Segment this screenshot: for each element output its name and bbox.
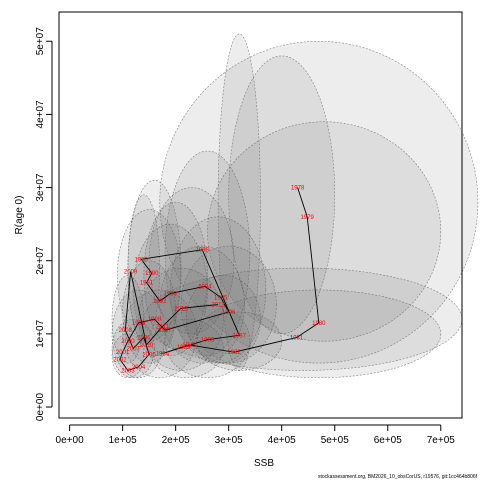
y-axis-title: R(age 0) <box>14 196 25 235</box>
x-tick-label: 2e+05 <box>162 435 191 446</box>
confidence-ellipse <box>180 245 277 364</box>
year-label: 2002 <box>113 357 127 363</box>
x-tick-label: 1e+05 <box>109 435 138 446</box>
confidence-ellipse <box>111 333 145 379</box>
y-tick-label: 1e+07 <box>35 319 46 348</box>
year-label: 2004 <box>132 365 146 371</box>
y-tick-label: 3e+07 <box>35 173 46 202</box>
trajectory <box>119 187 320 372</box>
year-label: 1979 <box>300 215 314 221</box>
year-label: 1998 <box>148 317 162 323</box>
confidence-ellipse <box>196 289 442 379</box>
year-label: 2000 <box>121 339 135 345</box>
y-tick-label: 4e+07 <box>35 100 46 129</box>
year-label: 1993 <box>164 292 178 298</box>
y-tick-label: 0e+00 <box>35 393 46 422</box>
confidence-ellipse <box>127 179 182 357</box>
x-tick-label: 3e+05 <box>215 435 244 446</box>
year-label: 2006 <box>137 336 151 342</box>
year-label: 1995 <box>214 295 228 301</box>
x-tick-label: 0e+00 <box>56 435 85 446</box>
confidence-ellipse <box>159 40 479 364</box>
year-label: 1992 <box>153 299 167 305</box>
year-label: 2009 <box>124 270 138 276</box>
y-tick-label: 5e+07 <box>35 27 46 56</box>
year-label: 2013 <box>211 303 225 309</box>
year-label: 1989 <box>135 257 149 263</box>
year-label: 2003 <box>121 368 135 374</box>
year-label: 1997 <box>158 328 172 334</box>
y-axis: 0e+00 1e+07 2e+07 3e+07 4e+07 5e+07 <box>35 27 53 422</box>
confidence-ellipse <box>127 194 161 342</box>
year-label: 2008 <box>119 328 133 334</box>
year-label: 1985 <box>177 345 191 351</box>
confidence-ellipse <box>164 150 251 357</box>
year-label: 1990 <box>145 271 159 277</box>
year-label: 1991 <box>140 281 154 287</box>
confidence-ellipses <box>111 33 479 379</box>
confidence-ellipse <box>185 275 261 364</box>
y-tick-label: 2e+07 <box>35 246 46 275</box>
year-label: 1984 <box>156 352 170 358</box>
year-label: 1986 <box>201 338 215 344</box>
x-tick-label: 5e+05 <box>321 435 350 446</box>
year-label: 2011 <box>156 325 170 331</box>
confidence-ellipse <box>111 289 166 379</box>
year-label: 2012 <box>174 306 188 312</box>
trajectory-line <box>119 187 320 372</box>
year-label: 1996 <box>222 310 236 316</box>
year-label: 2007 <box>127 347 141 353</box>
plot-frame <box>58 11 463 419</box>
year-label: 2005 <box>142 352 156 358</box>
footnote: stockassessment.org, BM2026_10_obsCorUS,… <box>318 474 478 480</box>
confidence-ellipse <box>122 289 198 379</box>
confidence-ellipse <box>143 201 208 349</box>
x-axis: 0e+00 1e+05 2e+05 3e+05 4e+05 5e+05 6e+05 7e+05 <box>56 424 456 446</box>
confidence-ellipse <box>122 260 176 364</box>
x-tick-label: 4e+05 <box>268 435 297 446</box>
x-tick-label: 7e+05 <box>427 435 456 446</box>
year-label: 1982 <box>227 350 241 356</box>
year-label: 1987 <box>233 333 247 339</box>
year-label: 1978 <box>291 186 305 192</box>
year-label: 1981 <box>290 336 304 342</box>
year-label: 2010 <box>140 343 154 349</box>
year-label: 1988 <box>195 248 209 254</box>
year-label: 1983 <box>182 343 196 349</box>
year-labels: 1978 1979 1980 1981 1982 1983 1984 1985 1986 1987… <box>113 186 326 375</box>
confidence-ellipse <box>148 318 224 379</box>
year-label: 2001 <box>116 350 130 356</box>
x-axis-title: SSB <box>254 458 274 469</box>
year-label: 1980 <box>312 321 326 327</box>
year-label: 1999 <box>132 321 146 327</box>
x-tick-label: 6e+05 <box>374 435 403 446</box>
year-label: 1994 <box>198 284 212 290</box>
